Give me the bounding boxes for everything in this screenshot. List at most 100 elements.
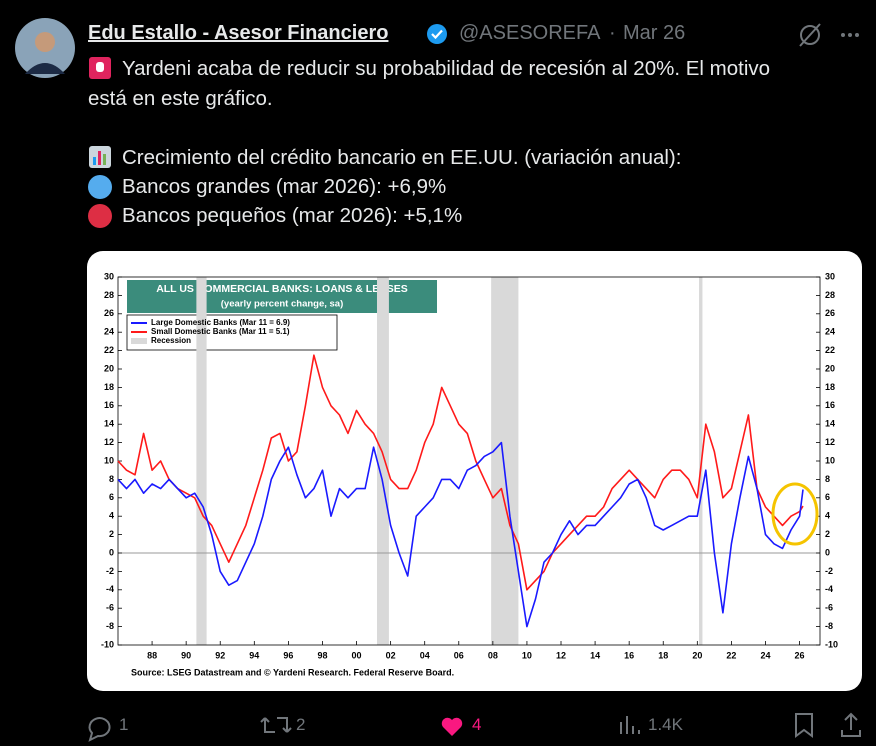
y2-tick-label: -4 [825,584,833,594]
y2-tick-label: 30 [825,271,835,281]
legend-label: Large Domestic Banks (Mar 11 = 6.9) [151,318,290,327]
verified-check [431,29,443,40]
y-tick-label: 4 [109,511,114,521]
y-tick-label: 10 [104,455,114,465]
y2-tick-label: 6 [825,492,830,502]
y2-tick-label: 0 [825,547,830,557]
x-tick-label: 00 [352,650,362,660]
y-tick-label: 28 [104,290,114,300]
tweet-text: Crecimiento del crédito bancario en EE.U… [122,146,682,169]
chart-subtitle: (yearly percent change, sa) [221,299,344,310]
y2-tick-label: 24 [825,327,835,337]
x-tick-label: 92 [215,650,225,660]
y-tick-label: 30 [104,271,114,281]
like-icon[interactable] [441,717,463,736]
y-tick-label: -8 [106,621,114,631]
legend [126,314,338,351]
separator: · [609,22,616,44]
y-tick-label: 20 [104,363,114,373]
x-tick-label: 12 [556,650,566,660]
y2-tick-label: -8 [825,621,833,631]
like-count: 4 [472,715,482,734]
y2-tick-label: -6 [825,603,833,613]
y-tick-label: 16 [104,400,114,410]
y2-tick-label: -10 [825,639,838,649]
x-tick-label: 14 [590,650,600,660]
y-tick-label: 0 [109,547,114,557]
recession-band [699,277,703,645]
chart: ALL US COMMERCIAL BANKS: LOANS & LEASES … [101,271,838,677]
highlight-circle [771,482,819,546]
y-tick-label: 22 [104,345,114,355]
grok-icon[interactable] [800,25,820,45]
x-tick-label: 96 [283,650,293,660]
y-tick-label: -2 [106,566,114,576]
y2-tick-label: 18 [825,382,835,392]
y-tick-label: 26 [104,308,114,318]
red-circle-emoji [88,204,112,228]
y2-tick-label: 8 [825,474,830,484]
views-icon[interactable] [620,716,640,734]
y-tick-label: -6 [106,603,114,613]
y-tick-label: 24 [104,327,114,337]
x-tick-label: 90 [181,650,191,660]
y-tick-label: 6 [109,492,114,502]
recession-band [196,277,207,645]
y-tick-label: -10 [101,639,114,649]
y-tick-label: 12 [104,437,114,447]
avatar-face [35,32,55,52]
x-tick-label: 18 [658,650,668,660]
grok-slash [799,23,821,47]
x-tick-label: 98 [317,650,327,660]
y2-tick-label: 2 [825,529,830,539]
y2-tick-label: 16 [825,400,835,410]
x-tick-label: 94 [249,650,259,660]
y-tick-label: 14 [104,419,114,429]
x-tick-label: 24 [760,650,770,660]
legend-label: Small Domestic Banks (Mar 11 = 5.1) [151,327,290,336]
bookmark-icon[interactable] [795,713,813,738]
y2-tick-label: 28 [825,290,835,300]
siren-light [96,62,104,72]
repost-count: 2 [296,715,306,734]
tweet-text: Bancos pequeños (mar 2026): +5,1% [122,204,463,227]
handle[interactable]: @ASESOREFA [459,22,601,44]
x-tick-label: 26 [795,650,805,660]
blue-circle-emoji [88,175,112,199]
x-tick-label: 22 [726,650,736,660]
y-tick-label: 8 [109,474,114,484]
media-card[interactable] [87,251,862,691]
x-tick-label: 88 [147,650,157,660]
author-name[interactable]: Edu Estallo - Asesor Financiero [88,22,389,44]
y-tick-label: 2 [109,529,114,539]
x-tick-label: 16 [624,650,634,660]
y2-tick-label: 12 [825,437,835,447]
x-tick-label: 06 [454,650,464,660]
tweet-text: Bancos grandes (mar 2026): +6,9% [122,175,447,198]
series-line [117,354,804,591]
legend-swatch [131,338,147,344]
tweet-text: Yardeni acaba de reducir su probabilidad… [122,57,771,80]
x-tick-label: 10 [522,650,532,660]
chart-emoji-bars [93,151,106,165]
verified-badge [427,24,447,44]
x-tick-label: 02 [386,650,396,660]
reply-count: 1 [119,715,129,734]
avatar-body [25,63,65,74]
share-icon[interactable] [841,712,861,737]
reply-icon[interactable] [88,717,111,742]
x-tick-label: 04 [420,650,430,660]
y2-tick-label: 22 [825,345,835,355]
more-icon[interactable] [841,33,859,37]
recession-band [491,277,519,645]
y2-tick-label: -2 [825,566,833,576]
source: Source: LSEG Datastream and © Yardeni Re… [131,667,454,677]
date[interactable]: Mar 26 [623,22,686,44]
tweet-text: está en este gráfico. [88,87,273,110]
repost-icon[interactable] [260,717,292,733]
y2-tick-label: 20 [825,363,835,373]
legend-label: Recession [151,336,191,345]
y2-tick-label: 26 [825,308,835,318]
